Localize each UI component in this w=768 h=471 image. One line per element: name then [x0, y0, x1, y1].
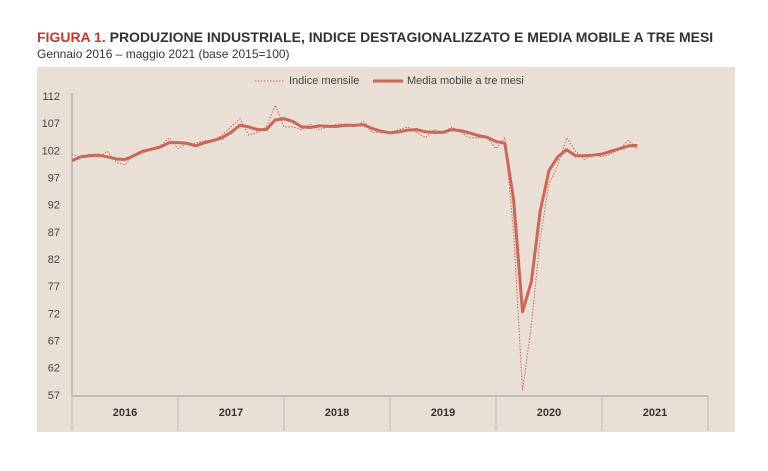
x-tick-label: 2018 [325, 407, 349, 419]
legend-label: Media mobile a tre mesi [407, 75, 524, 87]
y-tick-label: 112 [42, 91, 60, 103]
y-tick-label: 67 [48, 336, 60, 348]
y-tick-label: 102 [42, 145, 60, 157]
chart-subtitle: Gennaio 2016 – maggio 2021 (base 2015=10… [37, 47, 290, 61]
y-tick-label: 77 [48, 281, 60, 293]
legend-label: Indice mensile [289, 75, 359, 87]
y-tick-label: 72 [48, 308, 60, 320]
panel [37, 67, 735, 432]
y-tick-label: 92 [48, 200, 60, 212]
x-tick-label: 2016 [113, 407, 137, 419]
y-tick-label: 82 [48, 254, 60, 266]
x-tick-label: 2020 [537, 407, 561, 419]
y-tick-label: 87 [48, 227, 60, 239]
title-text: PRODUZIONE INDUSTRIALE, INDICE DESTAGION… [110, 29, 714, 45]
series-line [71, 104, 638, 392]
y-tick-label: 107 [42, 118, 60, 130]
y-tick-label: 97 [48, 172, 60, 184]
x-tick-label: 2019 [431, 407, 455, 419]
series-line [71, 117, 638, 314]
chart-title: FIGURA 1. PRODUZIONE INDUSTRIALE, INDICE… [37, 29, 713, 45]
y-tick-label: 62 [48, 363, 60, 375]
y-tick-label: 57 [48, 390, 60, 402]
x-tick-label: 2017 [219, 407, 243, 419]
x-tick-label: 2021 [643, 407, 667, 419]
figure-label: FIGURA 1. [37, 29, 106, 45]
